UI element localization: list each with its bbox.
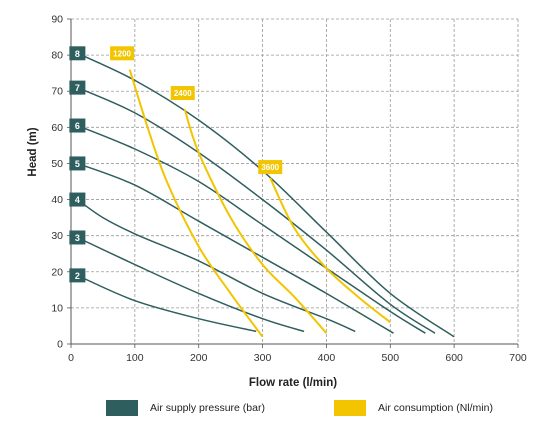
pressure-label-8: 8	[75, 49, 80, 59]
pressure-badge-6	[69, 118, 86, 133]
pressure-label-7: 7	[75, 83, 80, 93]
x-tick-label: 500	[382, 352, 400, 364]
consumption-curves	[128, 69, 391, 338]
x-tick-label: 0	[68, 352, 74, 364]
x-axis-title: Flow rate (l/min)	[249, 377, 337, 389]
y-tick-label: 80	[51, 50, 63, 62]
consumption-badge-3600	[258, 160, 283, 175]
pressure-curve-5	[77, 162, 394, 334]
y-tick-label: 40	[51, 194, 63, 206]
pressure-badge-3	[69, 230, 86, 245]
legend-item-pressure: Air supply pressure (bar)	[106, 400, 265, 416]
pressure-curve-7	[77, 86, 436, 334]
y-tick-label: 60	[51, 122, 63, 134]
consumption-badge-1200	[110, 46, 135, 61]
legend-swatch-consumption	[334, 400, 366, 416]
pressure-curves	[76, 52, 455, 338]
pressure-curve-3	[77, 236, 305, 333]
consumption-badge-2400	[170, 86, 195, 101]
pressure-label-2: 2	[75, 271, 80, 281]
x-tick-label: 400	[318, 352, 336, 364]
y-tick-label: 50	[51, 158, 63, 170]
consumption-curve-3600	[269, 177, 391, 324]
pressure-curve-6	[77, 124, 426, 334]
consumption-curve-2400	[183, 108, 328, 334]
y-tick-label: 0	[57, 339, 63, 351]
pressure-badge-4	[69, 192, 86, 207]
legend-item-consumption: Air consumption (Nl/min)	[334, 400, 493, 416]
y-tick-label: 90	[51, 14, 63, 26]
legend: Air supply pressure (bar) Air consumptio…	[0, 400, 546, 424]
pressure-curve-2	[77, 274, 257, 333]
axes: 0 100 200 300 400 500 600 700 0 10 20 30 40 50 60 70 80 9…	[51, 14, 527, 365]
y-tick-label: 20	[51, 266, 63, 278]
x-tick-label: 100	[126, 352, 144, 364]
pressure-curve-4	[76, 198, 356, 333]
pressure-label-3: 3	[75, 233, 80, 243]
y-axis-title: Head (m)	[27, 127, 39, 176]
curve-labels: 2 3 4 5 6 7 8 1200 2400 3600	[69, 46, 283, 283]
x-tick-label: 300	[254, 352, 272, 364]
consumption-label-2400: 2400	[174, 89, 192, 98]
x-tick-label: 700	[509, 352, 527, 364]
pressure-badge-2	[69, 268, 86, 283]
consumption-label-1200: 1200	[113, 49, 131, 58]
x-tick-label: 600	[445, 352, 463, 364]
pressure-label-6: 6	[75, 121, 80, 131]
x-tick-label: 200	[190, 352, 208, 364]
legend-label-pressure: Air supply pressure (bar)	[150, 402, 265, 414]
pressure-label-4: 4	[75, 195, 80, 205]
pressure-label-5: 5	[75, 159, 80, 169]
pressure-badge-8	[69, 46, 86, 61]
legend-label-consumption: Air consumption (Nl/min)	[378, 402, 493, 414]
consumption-curve-1200	[128, 69, 264, 338]
y-tick-label: 10	[51, 302, 63, 314]
pressure-badge-7	[69, 80, 86, 95]
grid	[71, 18, 519, 344]
pressure-badge-5	[69, 156, 86, 171]
legend-swatch-pressure	[106, 400, 138, 416]
y-tick-label: 70	[51, 86, 63, 98]
y-tick-label: 30	[51, 230, 63, 242]
consumption-label-3600: 3600	[261, 163, 279, 172]
